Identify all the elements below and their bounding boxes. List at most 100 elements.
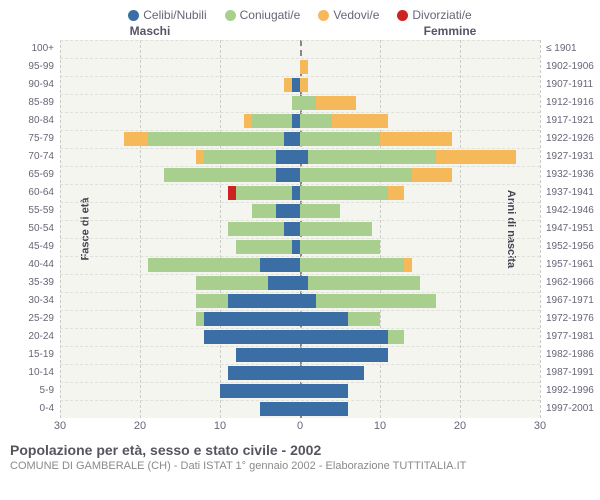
pyramid-plot: Fasce di età Anni di nascita bbox=[60, 40, 540, 418]
bar-female bbox=[300, 366, 540, 380]
y-tick-birth: 1967-1971 bbox=[546, 292, 600, 310]
bar-segment bbox=[196, 294, 228, 308]
bar-male bbox=[60, 330, 300, 344]
bar-segment bbox=[236, 186, 292, 200]
bar-female bbox=[300, 402, 540, 416]
y-tick-age: 85-89 bbox=[0, 94, 54, 112]
table-row bbox=[60, 148, 540, 166]
y-tick-birth: 1917-1921 bbox=[546, 112, 600, 130]
bar-male bbox=[60, 114, 300, 128]
legend-label: Divorziati/e bbox=[412, 8, 471, 22]
bar-female bbox=[300, 384, 540, 398]
bar-segment bbox=[284, 132, 300, 146]
bar-female bbox=[300, 258, 540, 272]
bar-segment bbox=[348, 312, 380, 326]
bar-segment bbox=[300, 186, 388, 200]
y-tick-age: 75-79 bbox=[0, 130, 54, 148]
y-tick-birth: 1912-1916 bbox=[546, 94, 600, 112]
chart-title: Popolazione per età, sesso e stato civil… bbox=[10, 442, 590, 458]
table-row bbox=[60, 220, 540, 238]
table-row bbox=[60, 328, 540, 346]
bar-segment bbox=[292, 240, 300, 254]
bar-segment bbox=[220, 384, 300, 398]
legend-item: Divorziati/e bbox=[397, 8, 471, 22]
y-tick-age: 55-59 bbox=[0, 202, 54, 220]
y-tick-age: 15-19 bbox=[0, 346, 54, 364]
y-tick-birth: 1947-1951 bbox=[546, 220, 600, 238]
legend-item: Vedovi/e bbox=[318, 8, 379, 22]
y-tick-birth: 1952-1956 bbox=[546, 238, 600, 256]
legend-swatch bbox=[397, 10, 408, 21]
bar-male bbox=[60, 150, 300, 164]
y-tick-birth: 1987-1991 bbox=[546, 364, 600, 382]
bar-segment bbox=[236, 240, 292, 254]
y-tick-birth: 1942-1946 bbox=[546, 202, 600, 220]
bar-male bbox=[60, 276, 300, 290]
y-tick-birth: 1977-1981 bbox=[546, 328, 600, 346]
y-tick-age: 25-29 bbox=[0, 310, 54, 328]
table-row bbox=[60, 256, 540, 274]
bar-segment bbox=[300, 204, 340, 218]
bar-segment bbox=[228, 294, 300, 308]
bar-male bbox=[60, 348, 300, 362]
y-tick-age: 45-49 bbox=[0, 238, 54, 256]
table-row bbox=[60, 364, 540, 382]
y-tick-birth: 1907-1911 bbox=[546, 76, 600, 94]
bar-female bbox=[300, 150, 540, 164]
y-tick-age: 50-54 bbox=[0, 220, 54, 238]
x-tick: 10 bbox=[374, 420, 386, 432]
legend: Celibi/NubiliConiugati/eVedovi/eDivorzia… bbox=[0, 0, 600, 24]
y-tick-age: 90-94 bbox=[0, 76, 54, 94]
bar-segment bbox=[268, 276, 300, 290]
y-tick-birth: 1997-2001 bbox=[546, 400, 600, 418]
bar-segment bbox=[196, 150, 204, 164]
bar-segment bbox=[316, 96, 356, 110]
bar-segment bbox=[300, 330, 388, 344]
x-tick: 30 bbox=[54, 420, 66, 432]
bar-female bbox=[300, 276, 540, 290]
bar-segment bbox=[204, 312, 300, 326]
bar-segment bbox=[292, 114, 300, 128]
bar-male bbox=[60, 402, 300, 416]
bar-segment bbox=[244, 114, 252, 128]
footer: Popolazione per età, sesso e stato civil… bbox=[0, 436, 600, 472]
bar-male bbox=[60, 258, 300, 272]
y-tick-age: 5-9 bbox=[0, 382, 54, 400]
bar-segment bbox=[300, 150, 308, 164]
bar-segment bbox=[236, 348, 300, 362]
table-row bbox=[60, 202, 540, 220]
bar-segment bbox=[300, 312, 348, 326]
bar-segment bbox=[124, 132, 148, 146]
bar-segment bbox=[300, 240, 380, 254]
bar-segment bbox=[228, 222, 284, 236]
x-tick: 30 bbox=[534, 420, 546, 432]
y-tick-age: 95-99 bbox=[0, 58, 54, 76]
bar-segment bbox=[308, 150, 436, 164]
bar-segment bbox=[292, 78, 300, 92]
bar-segment bbox=[292, 186, 300, 200]
x-tick: 0 bbox=[297, 420, 303, 432]
y-tick-birth: 1982-1986 bbox=[546, 346, 600, 364]
x-tick: 20 bbox=[454, 420, 466, 432]
table-row bbox=[60, 58, 540, 76]
y-tick-age: 0-4 bbox=[0, 400, 54, 418]
bar-female bbox=[300, 222, 540, 236]
bar-segment bbox=[300, 132, 380, 146]
bar-female bbox=[300, 312, 540, 326]
y-tick-age: 20-24 bbox=[0, 328, 54, 346]
table-row bbox=[60, 400, 540, 418]
bar-female bbox=[300, 240, 540, 254]
bar-segment bbox=[300, 276, 308, 290]
bar-segment bbox=[388, 186, 404, 200]
bar-segment bbox=[412, 168, 452, 182]
table-row bbox=[60, 76, 540, 94]
legend-swatch bbox=[128, 10, 139, 21]
table-row bbox=[60, 382, 540, 400]
table-row bbox=[60, 310, 540, 328]
bar-segment bbox=[148, 132, 284, 146]
y-tick-age: 70-74 bbox=[0, 148, 54, 166]
bar-segment bbox=[292, 96, 300, 110]
bar-segment bbox=[196, 276, 268, 290]
bar-segment bbox=[300, 78, 308, 92]
bar-segment bbox=[300, 168, 412, 182]
